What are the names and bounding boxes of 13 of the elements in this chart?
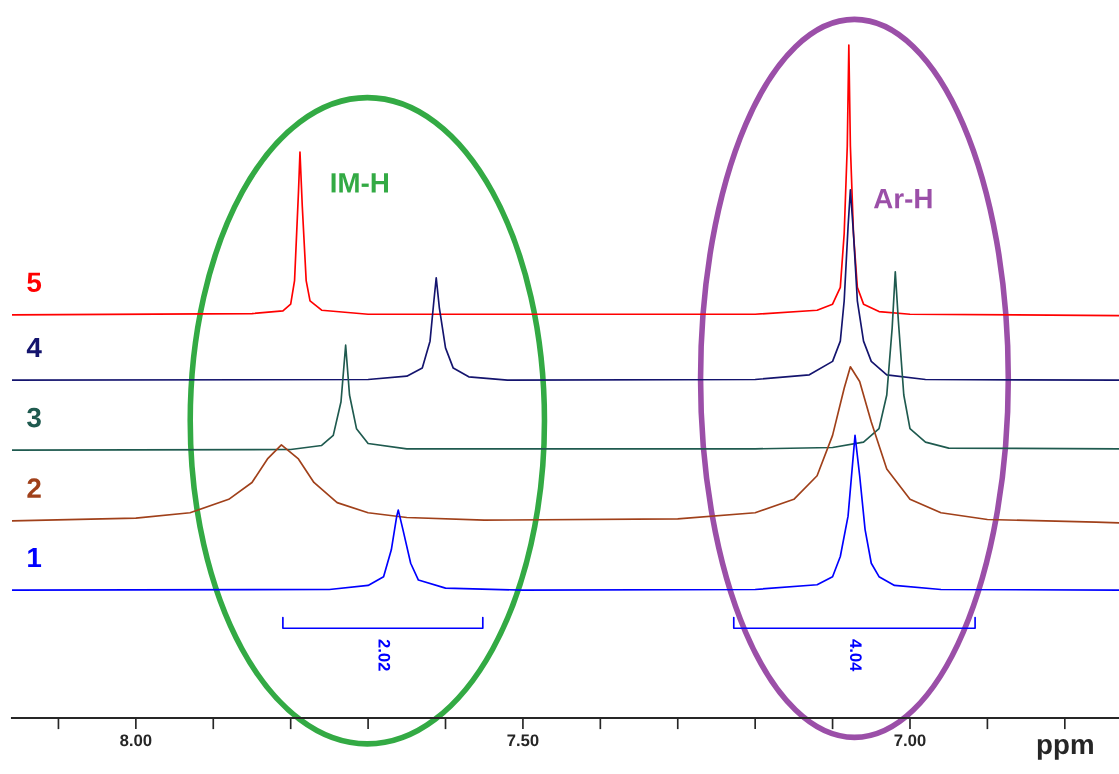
series-label: 4 xyxy=(26,337,42,358)
x-axis-title: ppm xyxy=(1037,738,1093,760)
x-tick-label: 7.00 xyxy=(894,734,926,747)
annotation: Ar-H xyxy=(873,189,932,209)
series-label: 3 xyxy=(27,407,41,428)
x-tick-label: 8.00 xyxy=(120,734,152,747)
series-label: 5 xyxy=(27,272,42,293)
series-label: 2 xyxy=(27,478,41,498)
annotation: IM-H xyxy=(331,173,389,193)
annotation: 4.04 xyxy=(849,639,862,672)
x-tick-label: 7.50 xyxy=(507,734,539,747)
series-label: 1 xyxy=(28,547,42,568)
annotation: 2.02 xyxy=(378,639,391,671)
